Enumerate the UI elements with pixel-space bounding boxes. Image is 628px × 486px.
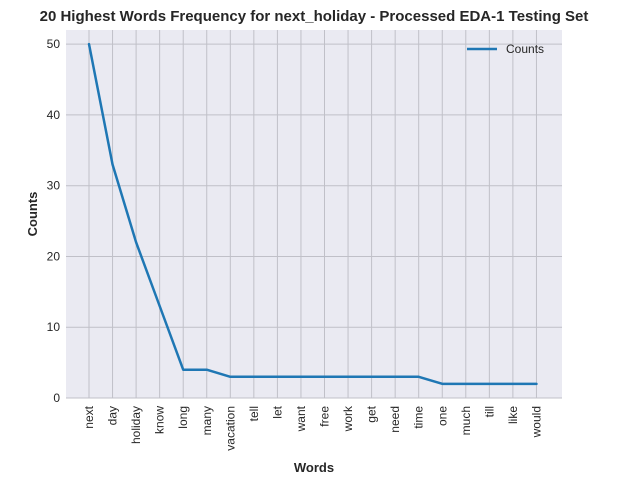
x-axis: next day holiday know long many vacation tell le… — [82, 405, 543, 451]
grid-lines — [66, 30, 562, 399]
x-tick-label: free — [318, 406, 332, 427]
x-tick-label: tell — [247, 406, 261, 421]
y-axis-label: Counts — [25, 192, 40, 237]
y-tick-label: 20 — [47, 249, 61, 263]
x-tick-label: want — [294, 405, 308, 432]
x-tick-label: know — [153, 406, 167, 434]
x-tick-label: would — [529, 406, 543, 438]
y-tick-label: 0 — [53, 391, 60, 405]
legend: Counts — [467, 42, 544, 56]
x-tick-label: long — [176, 406, 190, 429]
series-layer — [87, 42, 538, 386]
x-tick-label: till — [482, 406, 496, 417]
legend-label-counts: Counts — [506, 42, 544, 56]
y-tick-label: 10 — [47, 320, 61, 334]
x-tick-label: many — [200, 406, 214, 435]
chart-title: 20 Highest Words Frequency for next_holi… — [40, 8, 589, 25]
x-tick-label: like — [506, 406, 520, 424]
x-axis-label: Words — [294, 460, 334, 475]
x-tick-label: one — [435, 406, 449, 426]
y-axis: 0 10 20 30 40 50 — [47, 37, 61, 405]
y-tick-label: 40 — [47, 108, 61, 122]
x-tick-label: get — [365, 405, 379, 422]
x-tick-label: vacation — [223, 406, 237, 451]
x-tick-label: let — [270, 405, 284, 418]
x-tick-label: need — [388, 406, 402, 433]
series-line-counts — [87, 42, 538, 386]
x-tick-label: day — [106, 406, 120, 425]
y-tick-label: 30 — [47, 179, 61, 193]
y-tick-label: 50 — [47, 37, 61, 51]
x-tick-label: holiday — [129, 406, 143, 444]
x-tick-label: work — [341, 405, 355, 432]
plot-area — [66, 30, 562, 398]
x-tick-label: time — [412, 406, 426, 429]
x-tick-label: much — [459, 406, 473, 435]
x-tick-label: next — [82, 405, 96, 428]
